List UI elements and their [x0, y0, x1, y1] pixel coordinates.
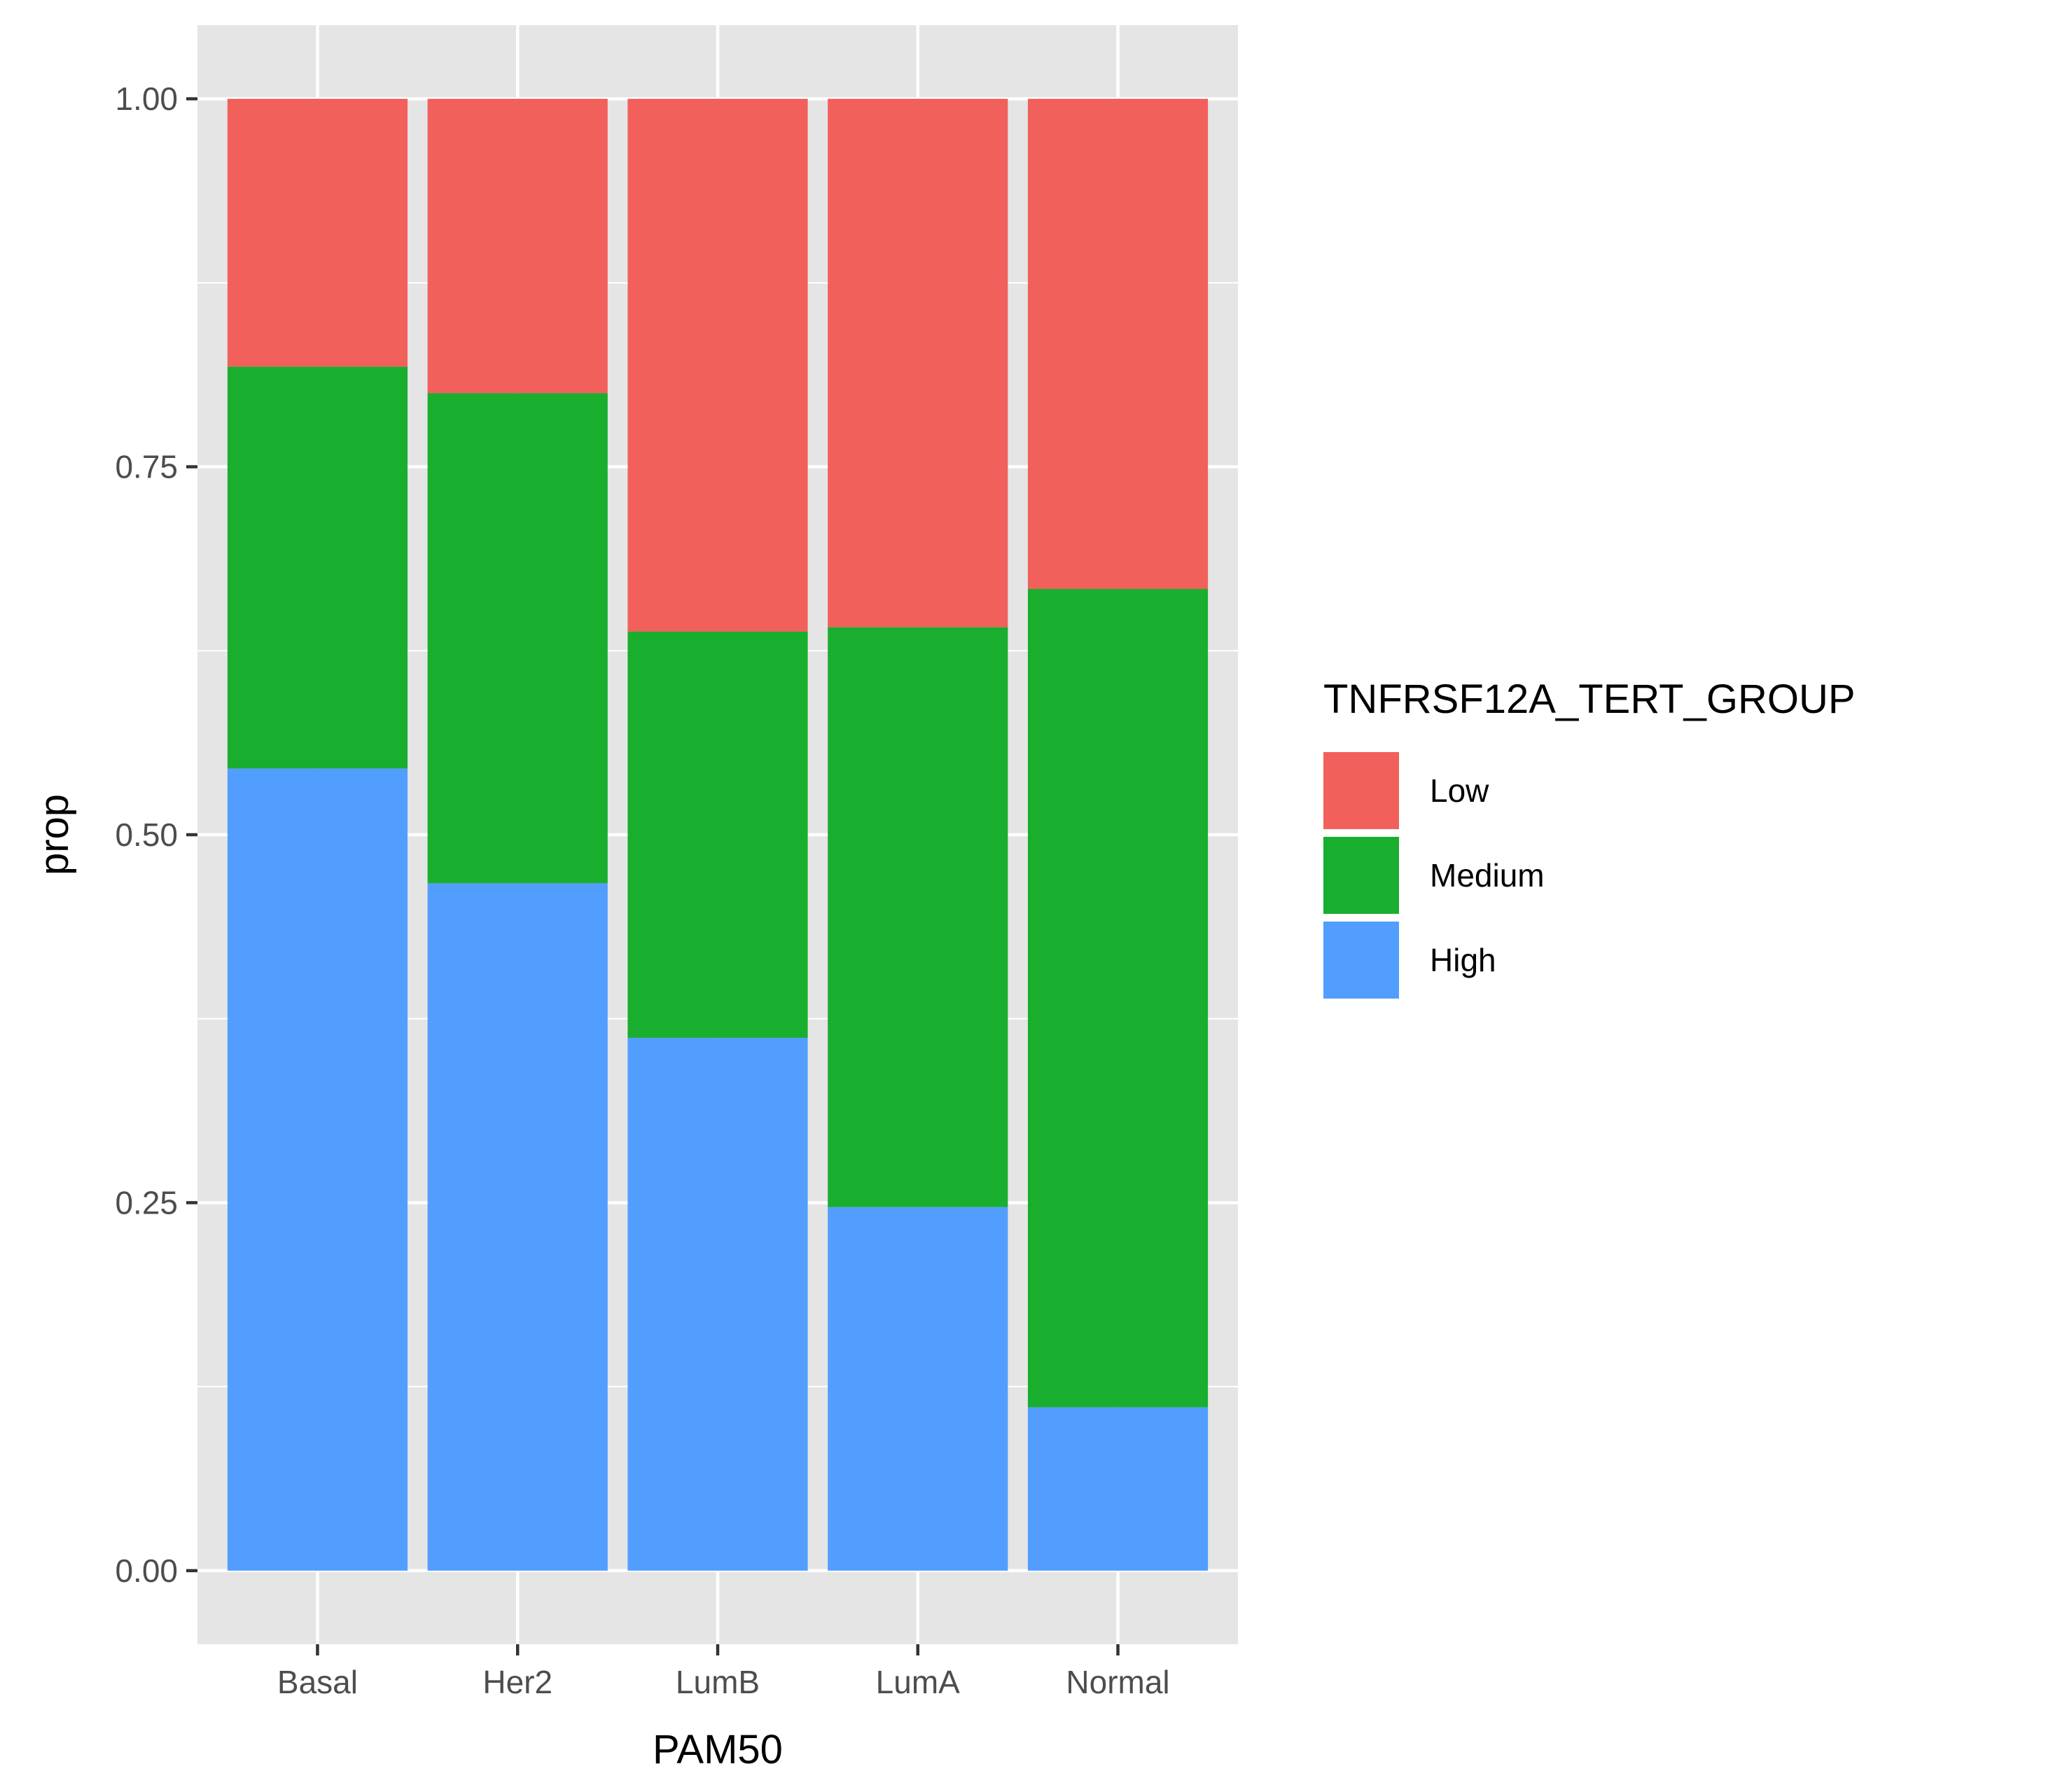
legend-key-medium — [1321, 834, 1402, 917]
x-tick-label: Normal — [1066, 1664, 1169, 1700]
bar-luma-medium — [828, 627, 1008, 1207]
bar-normal-low — [1027, 99, 1209, 589]
bar-normal-high — [1027, 1407, 1209, 1571]
y-axis: 0.00 0.25 0.50 0.75 1.00 — [115, 81, 197, 1589]
bar-basal-medium — [227, 366, 408, 769]
y-tick-label: 0.75 — [115, 449, 178, 485]
bar-lumb-medium — [627, 631, 808, 1039]
y-axis-title: prop — [32, 794, 77, 875]
legend-key-high — [1321, 919, 1402, 1001]
y-tick-label: 0.00 — [115, 1553, 178, 1589]
x-tick-label: Her2 — [482, 1664, 552, 1700]
bar-her2-low — [427, 99, 608, 394]
y-tick-label: 0.25 — [115, 1184, 178, 1221]
bar-her2-high — [427, 883, 608, 1571]
legend-title: TNFRSF12A_TERT_GROUP — [1323, 676, 1856, 722]
bar-basal-high — [227, 768, 408, 1571]
y-tick-label: 0.50 — [115, 817, 178, 853]
x-tick-label: Basal — [277, 1664, 358, 1700]
x-tick-label: LumB — [676, 1664, 760, 1700]
bar-luma-high — [828, 1207, 1008, 1571]
bars — [227, 99, 1209, 1571]
legend-label-medium: Medium — [1430, 857, 1545, 894]
y-tick-label: 1.00 — [115, 81, 178, 117]
bar-basal-low — [227, 99, 408, 367]
legend-key-low — [1321, 749, 1402, 832]
bar-her2-medium — [427, 393, 608, 884]
bar-luma-low — [828, 99, 1008, 627]
bar-lumb-low — [627, 99, 808, 632]
legend-label-low: Low — [1430, 772, 1489, 809]
bar-lumb-high — [627, 1038, 808, 1571]
x-axis-title: PAM50 — [653, 1727, 783, 1772]
legend-label-high: High — [1430, 942, 1496, 978]
x-tick-label: LumA — [876, 1664, 960, 1700]
legend: TNFRSF12A_TERT_GROUP Low Medium High — [1321, 676, 1856, 1001]
x-axis: Basal Her2 LumB LumA Normal — [277, 1644, 1170, 1700]
bar-normal-medium — [1027, 588, 1209, 1408]
